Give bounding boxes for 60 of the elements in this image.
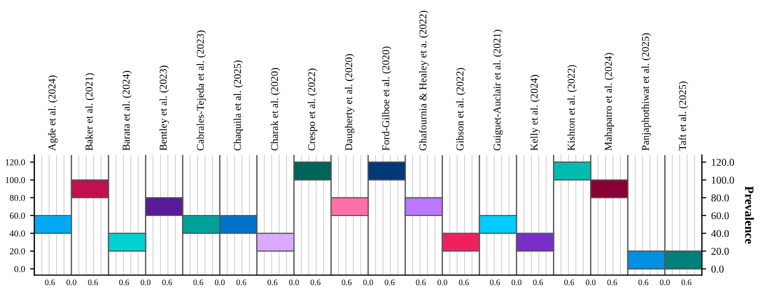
x-tick-label: Ghafournia & Healey et a. (2022) <box>418 10 429 150</box>
text: 0.0 <box>437 280 448 286</box>
x-tick-label: Bentley et al. (2023) <box>159 66 169 151</box>
x-tick-label: Kishton et al. (2022) <box>567 65 577 151</box>
text: 0.6 <box>342 280 352 286</box>
text: 0.6 <box>681 280 692 286</box>
y-tick-label: 120.0 <box>6 159 25 166</box>
x-tick-label: Barata et al. (2024) <box>122 70 132 151</box>
x-tick-label: Mahapatro et al. (2024) <box>604 52 614 151</box>
text: 0.6 <box>88 280 98 286</box>
x-tick-label: Crespo et al. (2022) <box>308 68 318 150</box>
text: 0.6 <box>193 280 204 286</box>
text: 0.6 <box>268 280 278 286</box>
text: 0.0 <box>363 280 374 286</box>
y-tick-label: 100.0 <box>6 177 25 184</box>
y2-tick-label: 120.0 <box>712 158 734 166</box>
x-tick-label: Panjaphothiwat et al. (2025) <box>642 33 652 151</box>
text: 0.0 <box>214 280 225 286</box>
x-tick-label: Kelly et al. (2024) <box>530 74 540 151</box>
y2-axis-title: Prevalence <box>745 186 754 244</box>
y2-tick-label: 60.0 <box>711 212 729 220</box>
x-tick-label: Agde et al. (2024) <box>48 76 58 151</box>
text: 0.6 <box>45 280 55 286</box>
x-tick-label: Guiguet-Auclair et al. (2021) <box>493 30 503 150</box>
x-tick-label: Cabrales-Tejeda et al. (2023) <box>196 30 206 150</box>
text: 0.6 <box>564 280 574 286</box>
y2-tick-label: 0.0 <box>711 266 724 273</box>
x-tick-label: Ford-Gilboe et al. (2020) <box>382 46 392 151</box>
y-tick-label: 60.0 <box>10 212 25 219</box>
text: 0.6 <box>416 280 426 286</box>
x-tick-label: Baker et al. (2021) <box>85 73 95 151</box>
text: 0.0 <box>660 280 670 286</box>
text: 0.0 <box>66 280 76 286</box>
y-tick-label: 20.0 <box>10 248 25 254</box>
text: 0.0 <box>586 280 596 286</box>
text: 0.6 <box>607 280 618 286</box>
text: 0.0 <box>140 280 150 286</box>
y2-tick-label: 40.0 <box>711 230 729 238</box>
y-tick-label: 0.0 <box>14 266 25 272</box>
y-tick-label: 80.0 <box>10 194 25 201</box>
text: 0.0 <box>512 280 522 286</box>
x-tick-label: Gibson et al. (2022) <box>456 68 466 150</box>
y2-tick-label: 80.0 <box>711 194 729 202</box>
text: 0.6 <box>458 280 469 286</box>
text: 0.0 <box>289 280 299 286</box>
y2-tick-label: 20.0 <box>711 248 729 255</box>
text: 0.6 <box>119 280 130 286</box>
text: 0.6 <box>162 280 172 286</box>
x-tick-label: Daugherty et al. (2020) <box>344 54 354 151</box>
text: 0.6 <box>384 280 395 286</box>
x-tick-label: Chaquila et al. (2025) <box>234 60 244 150</box>
text: 0.6 <box>236 280 246 286</box>
text: 0.6 <box>310 280 320 286</box>
text: 0.6 <box>490 280 500 286</box>
y2-tick-label: 100.0 <box>712 176 734 184</box>
y-tick-label: 40.0 <box>10 230 25 237</box>
text: 0.6 <box>638 280 648 286</box>
text: 0.6 <box>533 280 543 286</box>
x-tick-label: Charak et al. (2020) <box>270 68 280 150</box>
x-tick-label: Taft et al. (2025) <box>678 81 688 151</box>
